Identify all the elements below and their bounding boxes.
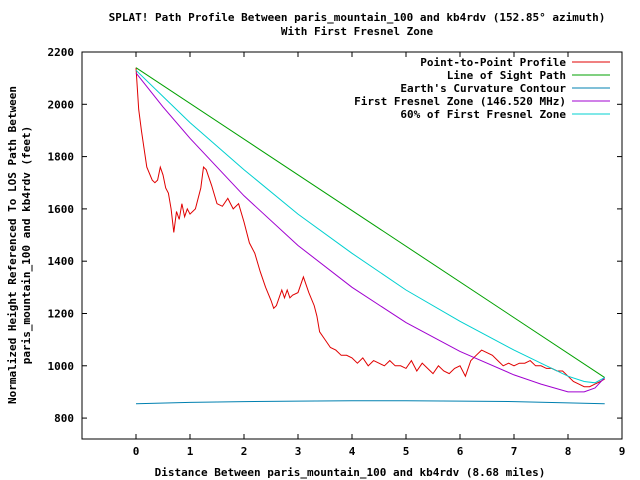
y-tick-label: 1200 <box>48 307 75 320</box>
legend-label: Point-to-Point Profile <box>420 56 566 69</box>
y-tick-label: 1600 <box>48 203 75 216</box>
x-tick-label: 0 <box>133 445 140 458</box>
series-line-60-of-first-fresnel-zone <box>135 69 605 384</box>
legend-label: Line of Sight Path <box>447 69 566 82</box>
y-axis-label-line-2: paris_mountain_100 and kb4rdv (feet) <box>20 126 33 364</box>
legend-label: 60% of First Fresnel Zone <box>400 108 566 121</box>
x-tick-label: 9 <box>619 445 626 458</box>
y-tick-label: 1800 <box>48 151 75 164</box>
series-line-first-fresnel-zone-146-520-mhz <box>135 72 606 393</box>
legend-label: Earth's Curvature Contour <box>400 82 566 95</box>
series-group <box>135 67 606 405</box>
x-tick-label: 2 <box>241 445 248 458</box>
y-tick-label: 2200 <box>48 46 75 59</box>
x-tick-label: 3 <box>295 445 302 458</box>
chart-subtitle: With First Fresnel Zone <box>281 25 434 38</box>
axes: 0 1 2 3 4 5 6 7 8 9 800 1000 1200 1400 1600 1800 2000 220… <box>48 46 626 458</box>
x-tick-label: 7 <box>511 445 518 458</box>
y-tick-label: 800 <box>54 412 74 425</box>
series-line-earth-s-curvature-contour <box>135 400 605 405</box>
x-tick-label: 5 <box>403 445 410 458</box>
legend-label: First Fresnel Zone (146.520 MHz) <box>354 95 566 108</box>
y-tick-label: 1400 <box>48 255 75 268</box>
y-tick-label: 1000 <box>48 360 75 373</box>
x-axis-label: Distance Between paris_mountain_100 and … <box>155 466 546 479</box>
x-tick-label: 1 <box>187 445 194 458</box>
chart-title: SPLAT! Path Profile Between paris_mounta… <box>109 11 606 24</box>
y-axis-label-line-1: Normalized Height Referenced To LOS Path… <box>6 86 19 404</box>
x-tick-label: 4 <box>349 445 356 458</box>
series-line-line-of-sight-path <box>135 67 605 379</box>
x-tick-label: 6 <box>457 445 464 458</box>
x-tick-label: 8 <box>565 445 572 458</box>
y-tick-label: 2000 <box>48 98 75 111</box>
series-line-point-to-point-profile <box>135 67 605 388</box>
